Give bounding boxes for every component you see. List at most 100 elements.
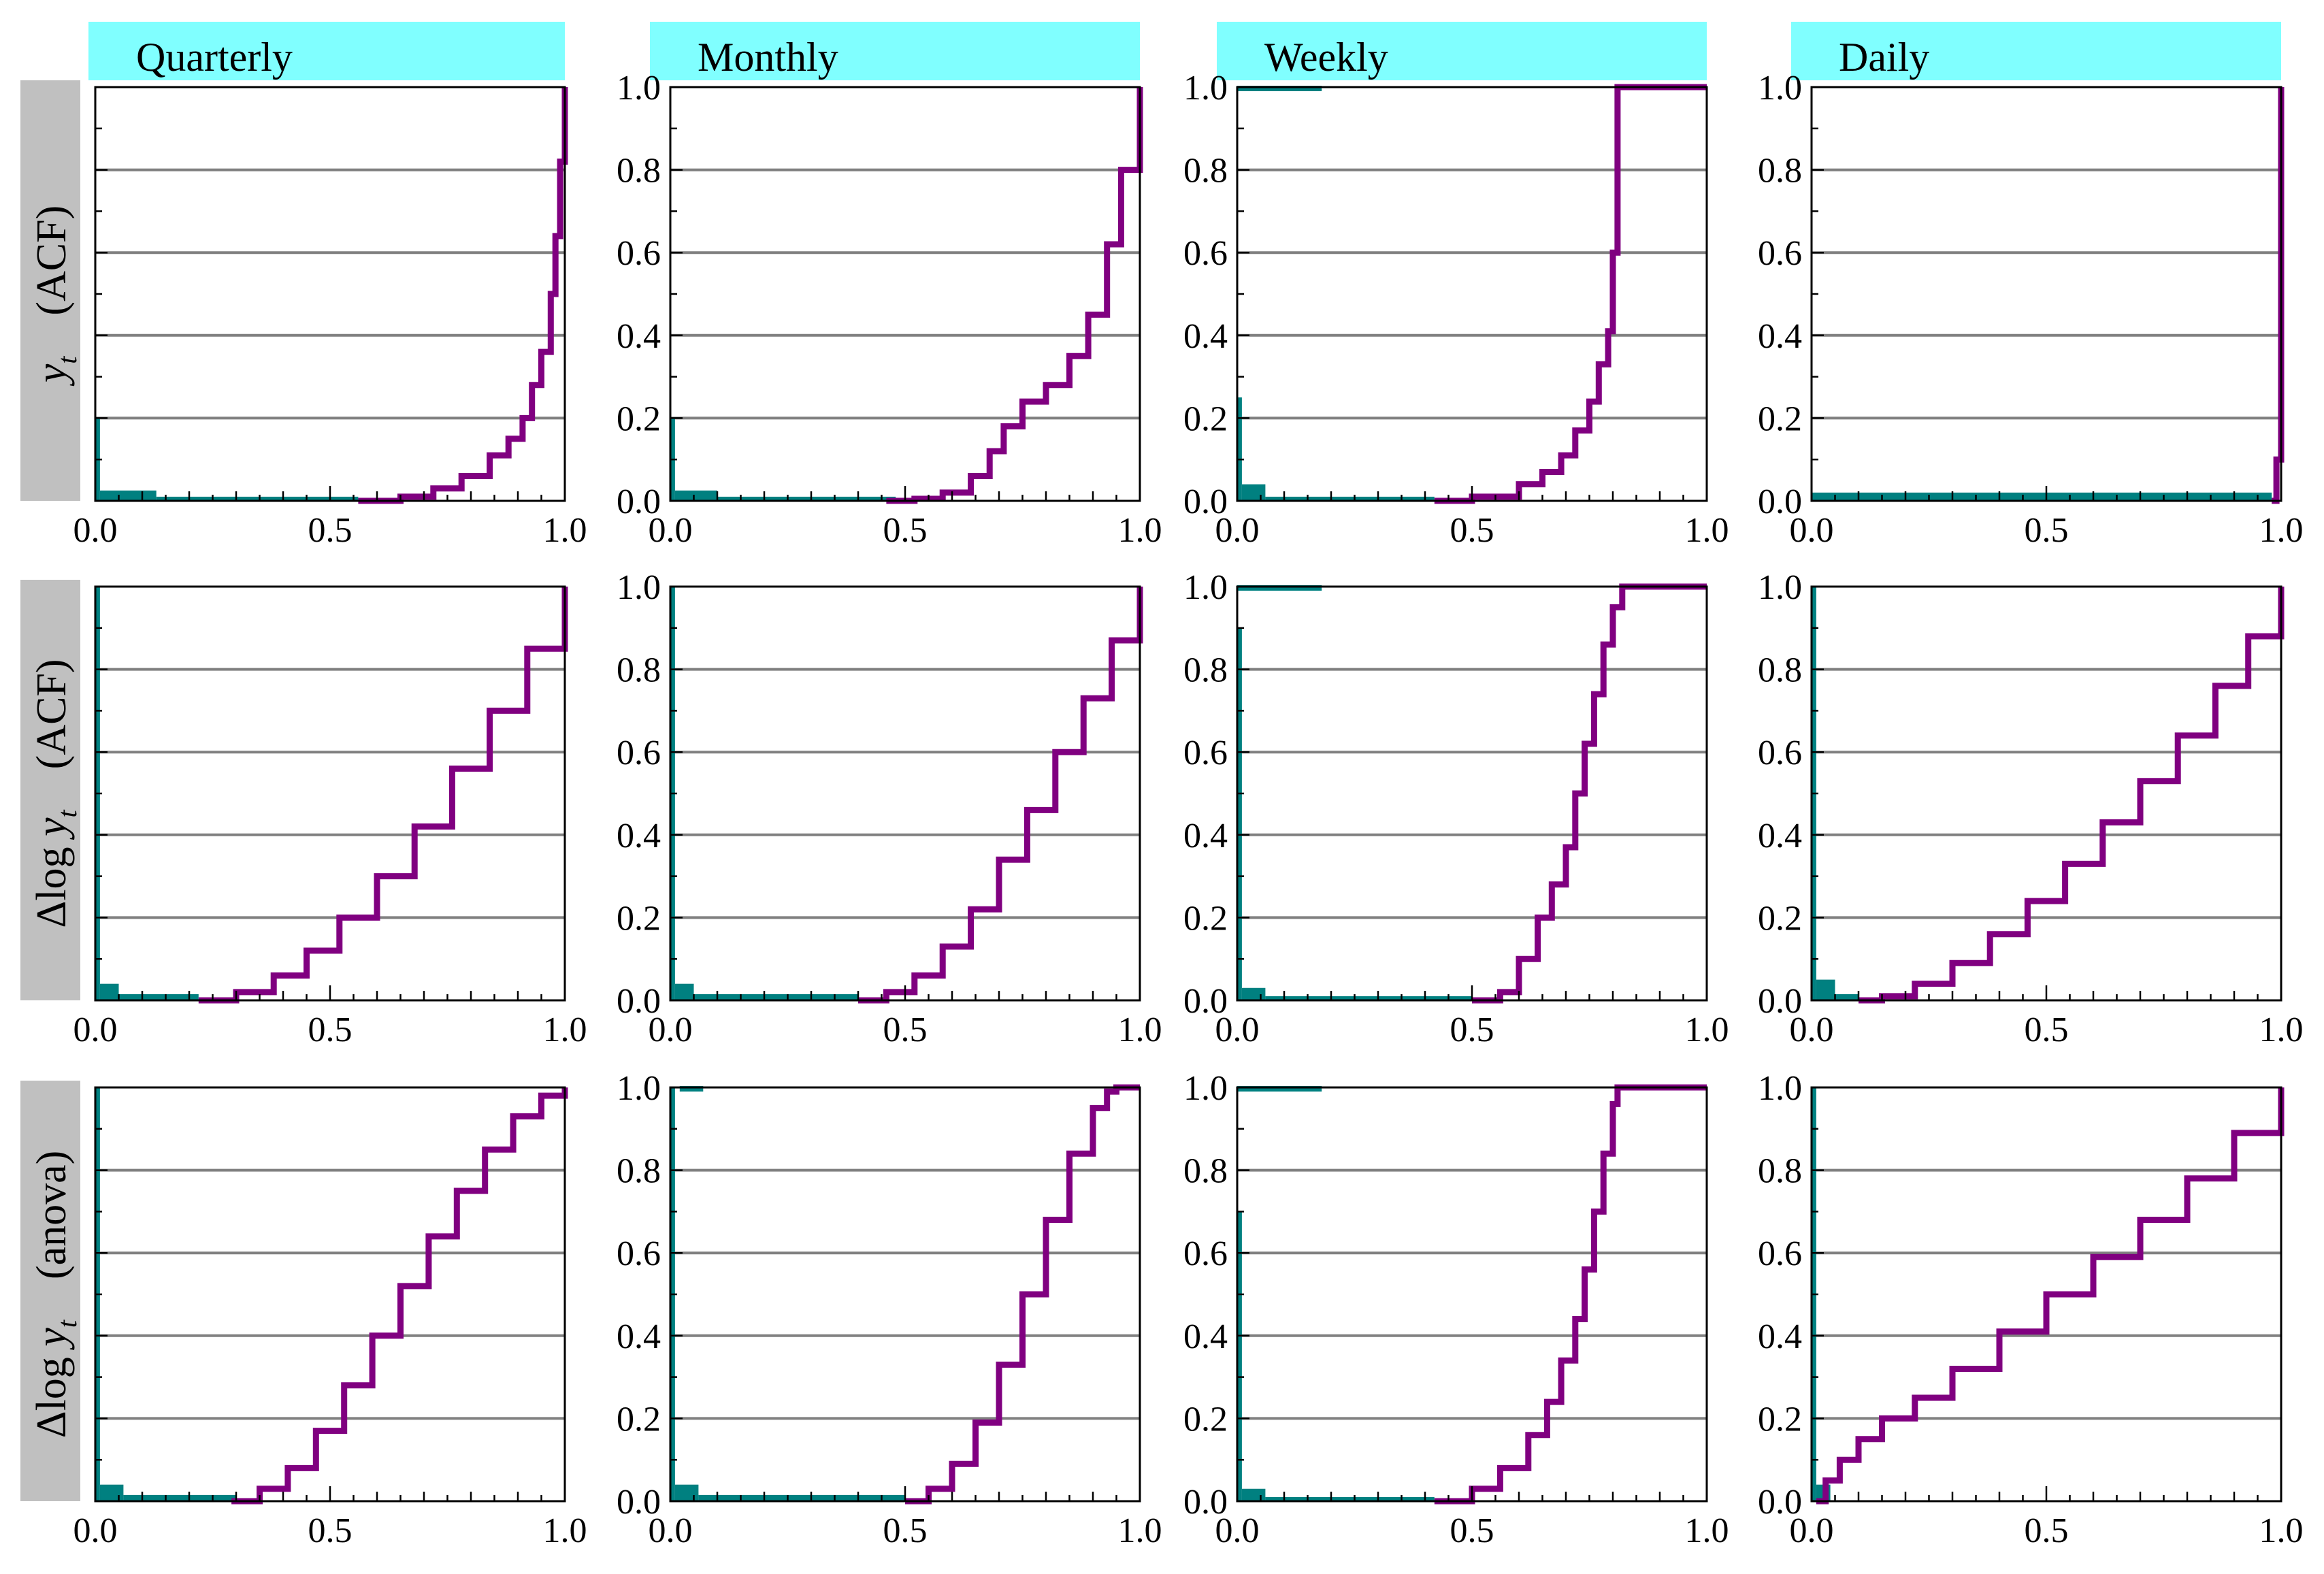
histogram-bar xyxy=(674,983,694,1000)
cdf-curve-cdf xyxy=(2272,87,2285,504)
x-tick-label: 1.0 xyxy=(1118,1011,1162,1049)
y-tick-label: 0.8 xyxy=(1183,152,1228,191)
cdf-point xyxy=(1603,1153,1604,1154)
x-tick-label: 1.0 xyxy=(1685,1511,1729,1550)
row-label-strip-3 xyxy=(20,1081,80,1501)
row-label-variable: y xyxy=(29,363,75,387)
cdf-point xyxy=(2187,1178,2188,1179)
histogram-bar xyxy=(717,496,896,501)
y-tick-label: 0.4 xyxy=(1758,817,1802,855)
cdf-point xyxy=(489,455,491,456)
x-tick-label: 0.5 xyxy=(1450,511,1494,550)
panel-r1-c3: 0.0 0.5 1.0 0.0 0.2 0.4 0.6 0.8 1.0 xyxy=(1183,69,1729,550)
x-tick-label: 0.0 xyxy=(649,1011,693,1049)
y-tick-label: 0.0 xyxy=(1758,482,1802,521)
x-tick-label: 0.5 xyxy=(1450,1511,1494,1550)
x-tick-label: 0.5 xyxy=(883,511,928,550)
cdf-point xyxy=(559,161,561,162)
cdf-point xyxy=(1499,1467,1501,1469)
cdf-point xyxy=(400,1285,401,1287)
cdf-point xyxy=(489,710,491,711)
y-tick-label: 1.0 xyxy=(1183,69,1228,108)
y-tick-label: 0.6 xyxy=(617,734,661,772)
cdf-point xyxy=(1045,1219,1047,1221)
histogram-bar xyxy=(674,1484,699,1501)
y-tick-label: 0.2 xyxy=(617,399,661,438)
y-tick-label: 1.0 xyxy=(617,1069,661,1108)
y-tick-label: 0.4 xyxy=(617,817,661,855)
y-tick-label: 0.0 xyxy=(1183,482,1228,521)
y-tick-label: 0.6 xyxy=(1758,234,1802,273)
x-tick-label: 0.0 xyxy=(1790,511,1834,550)
row-label-strip-2 xyxy=(20,580,80,1000)
cdf-point xyxy=(2093,1256,2094,1258)
histogram-bar xyxy=(1816,979,1835,1000)
cdf-point xyxy=(414,826,415,827)
cdf-curve-cdf xyxy=(886,87,1143,504)
histogram-bar xyxy=(1237,397,1242,501)
cdf-point xyxy=(2233,1132,2235,1134)
panel-r1-c1: 0.0 0.5 1.0 xyxy=(73,86,587,550)
cdf-point xyxy=(970,908,972,910)
y-tick-label: 0.6 xyxy=(1183,734,1228,772)
histogram-bar xyxy=(1241,987,1266,1000)
x-tick-label: 0.5 xyxy=(2025,511,2069,550)
cdf-curve-cdf xyxy=(858,587,1143,1004)
cdf-point xyxy=(1120,169,1122,171)
column-title-daily: Daily xyxy=(1839,35,1929,80)
y-tick-label: 0.2 xyxy=(617,1400,661,1439)
histogram-bar xyxy=(1265,496,1435,501)
histogram-bar xyxy=(123,1494,236,1501)
cdf-curve-cdf xyxy=(1816,1087,2285,1505)
row-label-strip-1 xyxy=(20,80,80,501)
y-tick-label: 1.0 xyxy=(1758,1069,1802,1108)
cdf-point xyxy=(2046,1294,2047,1295)
y-tick-label: 0.6 xyxy=(617,1234,661,1273)
cdf-point xyxy=(1518,484,1520,485)
cdf-point xyxy=(339,917,340,918)
cdf-point xyxy=(372,1335,373,1337)
cdf-point xyxy=(2276,459,2277,460)
cdf-point xyxy=(555,235,556,237)
column-title-monthly: Monthly xyxy=(698,35,838,80)
cdf-point xyxy=(287,1467,289,1469)
y-tick-label: 1.0 xyxy=(617,69,661,108)
x-tick-label: 0.0 xyxy=(649,511,693,550)
cdf-point xyxy=(1612,606,1614,608)
y-tick-label: 0.4 xyxy=(1183,817,1228,855)
row-label-3: Δlog yt (anova) xyxy=(29,1151,82,1439)
panel-r1-c2: 0.0 0.5 1.0 0.0 0.2 0.4 0.6 0.8 1.0 xyxy=(617,69,1162,550)
row-label-transform: Δlog xyxy=(29,836,75,928)
histogram-bar xyxy=(99,983,119,1000)
cdf-point xyxy=(2027,900,2028,902)
cdf-point xyxy=(1083,698,1084,699)
histogram-top-band xyxy=(1237,585,1322,591)
cdf-point xyxy=(1022,1294,1023,1295)
x-tick-label: 1.0 xyxy=(543,511,587,550)
cdf-point xyxy=(1111,640,1113,641)
panel-r3-c1: 0.0 0.5 1.0 xyxy=(73,1086,587,1550)
y-tick-label: 0.8 xyxy=(617,1152,661,1191)
y-tick-label: 0.8 xyxy=(617,152,661,191)
y-tick-label: 0.4 xyxy=(617,317,661,356)
row-label-subscript: t xyxy=(52,356,82,364)
y-tick-label: 0.6 xyxy=(617,234,661,273)
x-tick-label: 0.5 xyxy=(308,1011,353,1049)
x-tick-label: 0.0 xyxy=(1215,511,1260,550)
y-tick-label: 0.8 xyxy=(617,651,661,690)
x-tick-label: 0.5 xyxy=(2025,1011,2069,1049)
cdf-point xyxy=(451,768,453,770)
x-tick-label: 0.5 xyxy=(1450,1011,1494,1049)
cdf-point xyxy=(1584,1269,1586,1270)
y-tick-label: 0.2 xyxy=(1183,899,1228,938)
histogram-bar xyxy=(698,1494,905,1501)
x-tick-label: 1.0 xyxy=(1685,511,1729,550)
histogram-bar xyxy=(1835,994,1859,1000)
row-label-2: Δlog yt (ACF) xyxy=(29,659,82,928)
plot-frame xyxy=(669,86,1141,502)
cdf-point xyxy=(914,498,915,499)
y-tick-label: 0.4 xyxy=(1183,1317,1228,1356)
cdf-point xyxy=(1825,1480,1827,1481)
cdf-point xyxy=(1603,644,1604,645)
